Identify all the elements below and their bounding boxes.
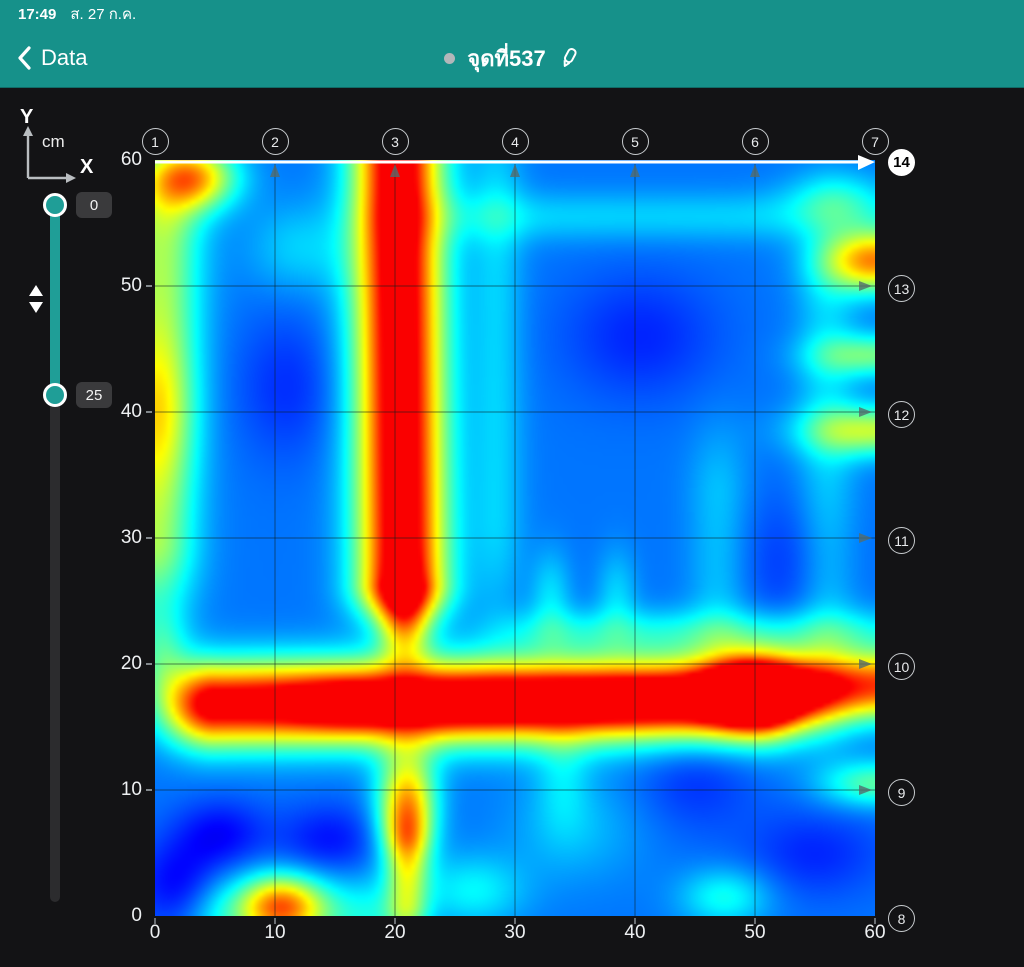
- heatmap-canvas[interactable]: [155, 160, 875, 916]
- slider-track[interactable]: [50, 200, 60, 902]
- status-date: ส. 27 ก.ค.: [70, 6, 137, 23]
- y-axis-tick-label: 60: [120, 149, 142, 170]
- scan-line-marker-12[interactable]: 12: [888, 401, 915, 428]
- back-label: Data: [41, 45, 88, 70]
- slider-value-bottom: 25: [76, 382, 112, 408]
- back-chevron-icon: [18, 46, 31, 70]
- axis-orientation-indicator: Y cm X: [14, 106, 114, 192]
- back-button[interactable]: Data: [16, 42, 87, 74]
- scan-line-marker-9[interactable]: 9: [888, 779, 915, 806]
- x-axis-tick-label: 20: [384, 922, 406, 943]
- axis-unit-label: cm: [42, 132, 65, 151]
- x-axis-tick-label: 40: [624, 922, 646, 943]
- slider-handle-bottom[interactable]: [43, 383, 67, 407]
- x-axis-tick-label: 60: [864, 922, 886, 943]
- y-axis-letter: Y: [20, 106, 34, 128]
- title-group: จุดที่537: [0, 42, 1024, 74]
- status-dot-icon: [444, 52, 456, 64]
- scan-line-marker-1[interactable]: 1: [141, 128, 169, 155]
- scan-line-marker-3[interactable]: 3: [381, 128, 409, 155]
- y-axis-tick-label: 50: [120, 275, 142, 296]
- y-axis-tick-label: 30: [120, 527, 142, 548]
- scan-line-marker-10[interactable]: 10: [888, 653, 915, 680]
- x-axis-letter: X: [80, 156, 94, 178]
- y-axis-tick-label: 20: [120, 653, 142, 674]
- x-axis-tick-label: 50: [744, 922, 766, 943]
- scan-line-marker-6[interactable]: 6: [741, 128, 769, 155]
- slider-value-top: 0: [76, 192, 112, 218]
- y-axis-tick-label: 0: [131, 905, 142, 926]
- nav-bar: Data จุดที่537: [0, 28, 1024, 88]
- y-axis-tick-label: 40: [120, 401, 142, 422]
- scan-line-marker-11[interactable]: 11: [888, 527, 915, 554]
- slider-handle-top[interactable]: [43, 193, 67, 217]
- slider-fill: [50, 205, 60, 395]
- scan-line-marker-2[interactable]: 2: [261, 128, 289, 155]
- axis-arrows-icon: [23, 126, 76, 183]
- status-bar: 17:49 ส. 27 ก.ค.: [0, 0, 1024, 28]
- status-time: 17:49: [18, 5, 57, 23]
- x-axis-tick-label: 30: [504, 922, 526, 943]
- scan-line-marker-13[interactable]: 13: [888, 275, 915, 302]
- page-title: จุดที่537: [467, 45, 546, 71]
- x-axis-tick-label: 10: [264, 922, 286, 943]
- scan-line-marker-7[interactable]: 7: [861, 128, 889, 155]
- scan-line-marker-8[interactable]: 8: [888, 905, 915, 932]
- x-axis-tick-label: 0: [149, 922, 161, 943]
- edit-pencil-icon[interactable]: [558, 46, 580, 70]
- scan-line-marker-5[interactable]: 5: [621, 128, 649, 155]
- updown-arrows-icon[interactable]: [26, 283, 46, 320]
- y-axis-tick-label: 10: [120, 779, 142, 800]
- scan-line-marker-4[interactable]: 4: [501, 128, 529, 155]
- scan-line-marker-14[interactable]: 14: [888, 149, 915, 176]
